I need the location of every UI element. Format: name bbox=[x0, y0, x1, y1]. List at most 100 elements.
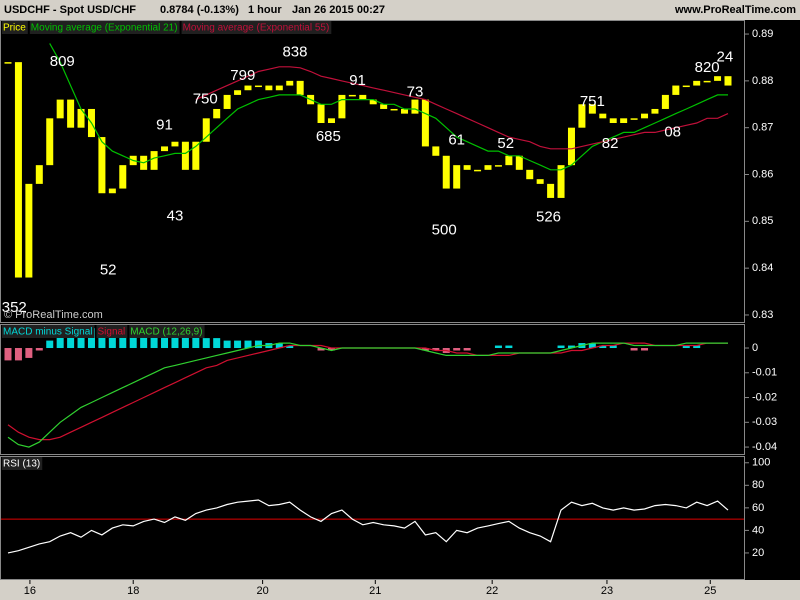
candle bbox=[98, 137, 106, 194]
site: www.ProRealTime.com bbox=[674, 4, 796, 16]
y-tick-label: 0.88 bbox=[752, 75, 773, 87]
candle bbox=[338, 94, 346, 119]
candle bbox=[567, 127, 575, 166]
histogram-bar bbox=[421, 348, 429, 351]
candle bbox=[317, 104, 325, 124]
candle bbox=[682, 85, 690, 88]
histogram-bar bbox=[275, 343, 283, 349]
histogram-bar bbox=[494, 345, 502, 349]
y-tick-label: 0.84 bbox=[752, 262, 773, 274]
y-tick-label: 100 bbox=[752, 457, 770, 469]
legend-bg bbox=[29, 21, 180, 34]
candle bbox=[505, 155, 513, 166]
histogram-bar bbox=[557, 345, 565, 349]
candle bbox=[463, 165, 471, 170]
histogram-bar bbox=[77, 328, 85, 349]
candle bbox=[192, 141, 200, 170]
y-tick-label: 80 bbox=[752, 479, 764, 491]
price-annotation: 91 bbox=[349, 72, 366, 89]
legend-bg bbox=[2, 21, 28, 34]
candle bbox=[369, 99, 377, 105]
candle bbox=[703, 80, 711, 83]
candle bbox=[296, 80, 304, 95]
candle bbox=[672, 85, 680, 95]
histogram-bar bbox=[67, 330, 75, 349]
histogram-bar bbox=[244, 340, 252, 349]
candle bbox=[67, 99, 75, 128]
histogram-bar bbox=[140, 328, 148, 349]
candle bbox=[724, 76, 732, 86]
watermark: © ProRealTime.com bbox=[4, 309, 103, 321]
x-tick-label: 23 bbox=[601, 585, 613, 597]
candle bbox=[161, 146, 169, 152]
x-tick-label: 22 bbox=[486, 585, 498, 597]
price-annotation: 809 bbox=[50, 53, 75, 70]
candle bbox=[536, 179, 544, 184]
candle bbox=[453, 165, 461, 189]
histogram-bar bbox=[98, 328, 106, 349]
y-tick-label: 40 bbox=[752, 524, 764, 536]
y-tick-label: 0 bbox=[752, 342, 758, 354]
series-line bbox=[7, 342, 728, 448]
candle bbox=[526, 169, 534, 180]
histogram-bar bbox=[505, 345, 513, 349]
histogram-bar bbox=[150, 328, 158, 349]
candle bbox=[202, 118, 210, 142]
histogram-bar bbox=[286, 345, 294, 349]
candle bbox=[327, 118, 335, 124]
y-tick-label: 60 bbox=[752, 502, 764, 514]
histogram-bar bbox=[108, 328, 116, 349]
histogram-bar bbox=[213, 338, 221, 349]
histogram-bar bbox=[693, 345, 701, 349]
legend-bg bbox=[96, 325, 128, 338]
candle bbox=[265, 85, 273, 91]
histogram-bar bbox=[192, 335, 200, 349]
candle bbox=[421, 99, 429, 147]
histogram-bar bbox=[641, 348, 649, 351]
candle bbox=[213, 108, 221, 119]
candle bbox=[661, 94, 669, 109]
candle bbox=[432, 146, 440, 156]
price-annotation: 52 bbox=[100, 261, 117, 278]
histogram-bar bbox=[202, 338, 210, 349]
price-annotation: 91 bbox=[156, 116, 173, 133]
y-tick-label: 0.86 bbox=[752, 168, 773, 180]
x-tick-label: 20 bbox=[256, 585, 268, 597]
histogram-bar bbox=[682, 345, 690, 349]
legend-bg bbox=[2, 457, 43, 470]
y-tick-label: 20 bbox=[752, 547, 764, 559]
candle bbox=[150, 151, 158, 170]
candle bbox=[46, 118, 54, 166]
candle bbox=[35, 165, 43, 184]
price-annotation: 500 bbox=[432, 222, 457, 239]
series-line bbox=[195, 66, 729, 150]
candle bbox=[557, 165, 565, 198]
x-axis-bar bbox=[0, 580, 800, 600]
price-annotation: 82 bbox=[602, 135, 619, 152]
price-annotation: 685 bbox=[316, 128, 341, 145]
candle bbox=[599, 113, 607, 119]
histogram-bar bbox=[87, 328, 95, 349]
candle bbox=[578, 104, 586, 128]
candle bbox=[348, 94, 356, 97]
legend-bg bbox=[2, 325, 95, 338]
histogram-bar bbox=[463, 348, 471, 351]
candle bbox=[56, 99, 64, 119]
histogram-bar bbox=[25, 348, 33, 358]
period: 1 hour bbox=[248, 4, 282, 16]
rsi-panel bbox=[0, 456, 745, 580]
candle bbox=[609, 118, 617, 124]
histogram-bar bbox=[599, 345, 607, 349]
histogram-bar bbox=[223, 340, 231, 349]
legend-bg bbox=[129, 325, 205, 338]
candle bbox=[254, 85, 262, 88]
candle bbox=[286, 80, 294, 86]
candle bbox=[401, 108, 409, 114]
series-line bbox=[49, 43, 728, 171]
price-annotation: 750 bbox=[193, 91, 218, 108]
candle bbox=[620, 118, 628, 124]
candle bbox=[25, 183, 33, 278]
candle bbox=[380, 104, 388, 109]
macd-panel bbox=[0, 324, 745, 455]
candle bbox=[234, 90, 242, 95]
